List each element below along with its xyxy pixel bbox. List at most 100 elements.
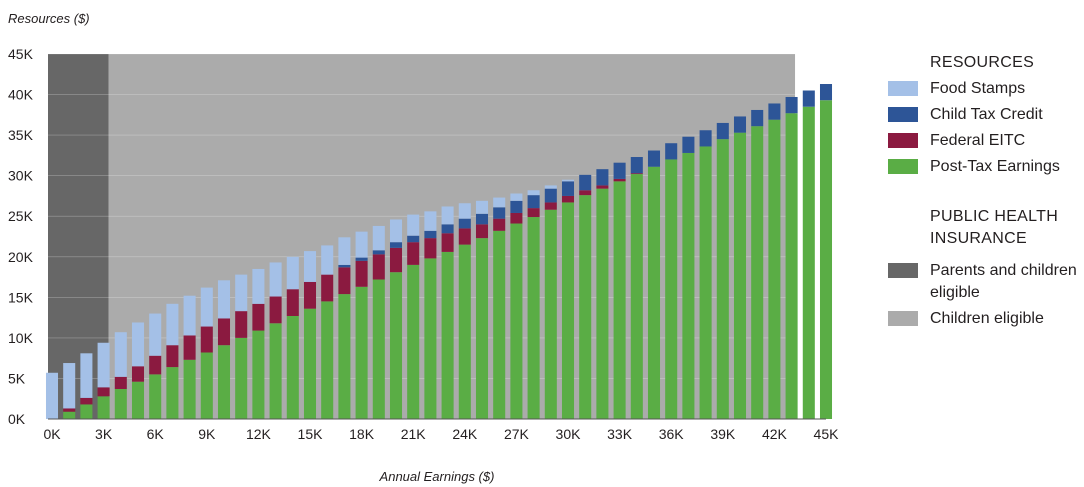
bar-federal-eitc-9000 [200,326,213,353]
y-tick-label: 15K [8,289,34,305]
x-tick-label: 36K [659,426,685,442]
bar-post-tax-earnings-37000 [682,152,695,419]
bar-child-tax-credit-36000 [665,143,678,160]
bar-post-tax-earnings-2000 [80,404,93,419]
bar-federal-eitc-15000 [303,281,317,309]
bar-child-tax-credit-43000 [785,96,798,114]
bar-federal-eitc-27000 [510,212,523,224]
bar-post-tax-earnings-44000 [802,106,815,419]
bar-post-tax-earnings-36000 [665,159,678,419]
bar-child-tax-credit-37000 [682,136,695,153]
bar-food-stamps-0 [45,372,59,419]
legend-heading-resources: RESOURCES [930,54,1035,71]
bar-federal-eitc-8000 [183,335,196,360]
bar-post-tax-earnings-3000 [97,396,110,419]
bar-post-tax-earnings-22000 [424,258,437,419]
bar-federal-eitc-25000 [475,224,489,239]
bar-federal-eitc-12000 [252,303,265,331]
legend: RESOURCES Food Stamps Child Tax Credit F… [888,52,1078,330]
bar-food-stamps-27000 [510,193,523,201]
bar-child-tax-credit-18000 [355,257,368,261]
bar-post-tax-earnings-1000 [63,411,76,419]
y-tick-label: 35K [8,127,34,143]
bar-child-tax-credit-41000 [751,109,764,127]
bar-food-stamps-5000 [131,322,145,367]
bar-food-stamps-6000 [149,313,162,356]
bar-child-tax-credit-39000 [716,122,729,140]
bar-food-stamps-7000 [166,303,179,346]
bar-post-tax-earnings-14000 [286,315,299,419]
bar-post-tax-earnings-24000 [458,244,471,419]
bar-food-stamps-19000 [372,225,385,251]
bar-food-stamps-21000 [407,214,420,236]
x-tick-label: 0K [43,426,61,442]
legend-swatch-children-eligible [888,311,918,326]
bar-post-tax-earnings-10000 [217,345,231,419]
bar-post-tax-earnings-11000 [235,337,248,419]
legend-swatch-child-tax-credit [888,107,918,122]
legend-label-federal-eitc: Federal EITC [930,132,1026,149]
bar-child-tax-credit-27000 [510,200,523,213]
bar-food-stamps-3000 [97,342,110,388]
bar-federal-eitc-3000 [97,387,110,397]
bar-federal-eitc-4000 [114,376,127,389]
bar-federal-eitc-28000 [527,208,540,218]
x-tick-label: 6K [147,426,165,442]
x-tick-label: 42K [762,426,788,442]
bar-food-stamps-14000 [286,256,299,290]
bar-child-tax-credit-29000 [544,188,557,203]
bar-food-stamps-16000 [321,245,334,275]
bar-post-tax-earnings-42000 [768,119,781,419]
bar-post-tax-earnings-21000 [407,264,420,419]
bar-post-tax-earnings-4000 [114,388,127,419]
bar-child-tax-credit-44000 [802,90,815,107]
bar-post-tax-earnings-19000 [372,279,385,419]
bar-post-tax-earnings-43000 [785,113,798,419]
legend-label-child-tax-credit: Child Tax Credit [930,106,1043,123]
bar-post-tax-earnings-27000 [510,223,523,419]
legend-heading-insurance-line2: INSURANCE [930,230,1027,247]
bar-federal-eitc-1000 [63,408,76,412]
bar-child-tax-credit-45000 [819,84,833,101]
bar-federal-eitc-33000 [613,178,626,182]
legend-item-child-tax-credit: Child Tax Credit [888,104,1078,126]
legend-item-children-eligible: Children eligible [888,308,1078,330]
x-tick-label: 12K [246,426,272,442]
bar-food-stamps-1000 [63,363,76,409]
bar-post-tax-earnings-17000 [338,294,351,419]
bar-child-tax-credit-40000 [733,116,747,133]
bar-post-tax-earnings-28000 [527,217,540,419]
bar-federal-eitc-6000 [149,355,162,375]
legend-swatch-post-tax-earnings [888,159,918,174]
bar-food-stamps-29000 [544,185,557,189]
bar-food-stamps-13000 [269,262,282,297]
bar-food-stamps-25000 [475,200,489,214]
bar-post-tax-earnings-18000 [355,286,368,419]
bar-food-stamps-24000 [458,203,471,219]
legend-swatch-parents-children-eligible [888,263,918,278]
legend-heading-insurance-line1: PUBLIC HEALTH [930,208,1059,225]
bar-child-tax-credit-21000 [407,235,420,243]
bar-federal-eitc-22000 [424,238,437,259]
bar-post-tax-earnings-29000 [544,209,557,419]
bar-post-tax-earnings-31000 [579,195,592,419]
bar-federal-eitc-20000 [389,247,403,273]
bar-federal-eitc-17000 [338,267,351,295]
bar-child-tax-credit-24000 [458,218,471,229]
y-tick-label: 10K [8,330,34,346]
bar-post-tax-earnings-8000 [183,359,196,419]
bar-post-tax-earnings-7000 [166,367,179,419]
legend-swatch-federal-eitc [888,133,918,148]
bar-food-stamps-17000 [338,237,351,265]
legend-item-federal-eitc: Federal EITC [888,130,1078,152]
x-tick-label: 30K [556,426,582,442]
bar-child-tax-credit-34000 [630,157,643,174]
bar-federal-eitc-29000 [544,202,557,210]
y-tick-label: 40K [8,87,34,103]
bar-child-tax-credit-33000 [613,162,626,179]
bar-post-tax-earnings-9000 [200,352,213,419]
bar-post-tax-earnings-15000 [303,308,317,419]
bar-post-tax-earnings-12000 [252,330,265,419]
bar-child-tax-credit-42000 [768,103,781,120]
bar-food-stamps-8000 [183,295,196,336]
